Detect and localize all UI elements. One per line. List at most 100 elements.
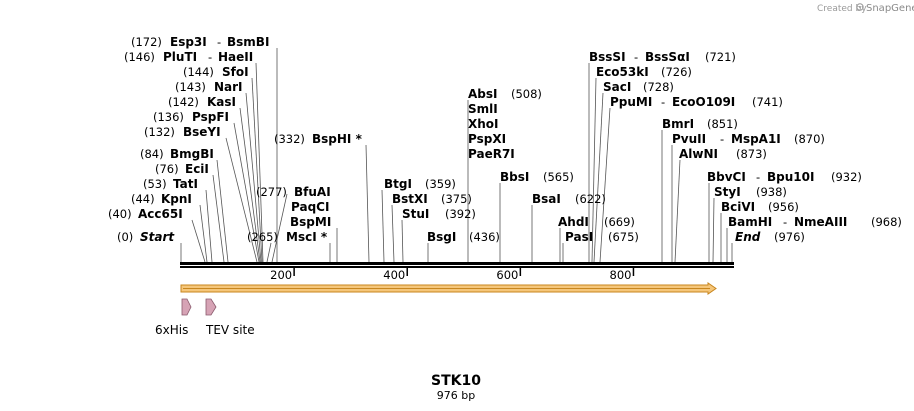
site-nari[interactable]: (143) NarI xyxy=(175,80,243,94)
site-bsphi-pos: (332) xyxy=(274,132,305,146)
site-kasi[interactable]: (142) KasI xyxy=(168,95,236,109)
site-bamhi-pos: (968) xyxy=(871,215,902,229)
site-pvuii[interactable]: PvuII - MspA1I (870) xyxy=(672,132,825,146)
site-bsphi[interactable]: (332) BspHI * xyxy=(274,132,363,146)
site-eco53ki[interactable]: Eco53kI (726) xyxy=(596,65,692,79)
site-xhoi-name[interactable]: XhoI xyxy=(468,117,499,131)
site-bfuai[interactable]: (277) BfuAI xyxy=(256,185,331,199)
site-bsgi-pos: (436) xyxy=(469,230,500,244)
site-bspmi-name[interactable]: BspMI xyxy=(290,215,331,229)
site-pasi-name: PasI xyxy=(565,230,593,244)
site-end-name: End xyxy=(735,230,761,244)
site-pvuii-pos: (870) xyxy=(794,132,825,146)
site-msci[interactable]: (265) MscI * xyxy=(247,230,328,244)
site-bsai[interactable]: BsaI (622) xyxy=(532,192,606,206)
leader-stui xyxy=(401,219,404,263)
site-bseyi-pos: (132) xyxy=(144,125,175,139)
site-bsgi[interactable]: BsgI (436) xyxy=(427,230,500,244)
site-absi[interactable]: AbsI (508) xyxy=(468,87,542,101)
leader-bsphi xyxy=(365,144,370,263)
site-bsssi-sep: - xyxy=(634,50,638,64)
site-sfoi[interactable]: (144) SfoI xyxy=(183,65,249,79)
site-btgi[interactable]: BtgI (359) xyxy=(384,177,456,191)
site-bstxi-name: BstXI xyxy=(392,192,428,206)
site-bmgbi-pos: (84) xyxy=(140,147,164,161)
site-start-pos: (0) xyxy=(117,230,133,244)
ruler-tick: 800 xyxy=(610,268,635,282)
site-pspfi[interactable]: (136) PspFI xyxy=(153,110,229,124)
site-bstxi[interactable]: BstXI (375) xyxy=(392,192,472,206)
site-bmgbi[interactable]: (84) BmgBI xyxy=(140,147,214,161)
site-ahdi-pos: (669) xyxy=(604,215,635,229)
site-pspxi-name[interactable]: PspXI xyxy=(468,132,506,146)
site-stui-pos: (392) xyxy=(445,207,476,221)
site-paqci-name[interactable]: PaqCI xyxy=(291,200,329,214)
site-styi[interactable]: StyI (938) xyxy=(714,185,787,199)
site-paer7i-name[interactable]: PaeR7I xyxy=(468,147,515,161)
site-bsssi[interactable]: BssSI - BssSαI (721) xyxy=(589,50,736,64)
svg-text:800: 800 xyxy=(610,268,632,282)
site-pvuii-sep: - xyxy=(720,132,724,146)
site-bamhi[interactable]: BamHI - NmeAIII (968) xyxy=(728,215,902,229)
leader-ecii xyxy=(212,174,225,263)
leader-bseyi xyxy=(225,137,258,263)
leader-bstxi xyxy=(391,204,395,263)
site-kpni[interactable]: (44) KpnI xyxy=(131,192,192,206)
map-length: 976 bp xyxy=(437,389,475,402)
ruler-ticks: 200 400 600 800 xyxy=(270,268,635,282)
site-btgi-name: BtgI xyxy=(384,177,412,191)
feature-tev-site[interactable]: TEV site xyxy=(205,298,255,337)
site-bbsi-name: BbsI xyxy=(500,170,529,184)
site-plutii[interactable]: (146) PluTI - HaeII xyxy=(124,50,253,64)
site-kpni-name: KpnI xyxy=(161,192,192,206)
site-plutii-pos: (146) xyxy=(124,50,155,64)
svg-text:400: 400 xyxy=(383,268,405,282)
leader-bmgbi xyxy=(216,159,229,263)
snapgene-logo-icon xyxy=(856,3,864,11)
site-bcivi-name: BciVI xyxy=(721,200,755,214)
site-acc65i[interactable]: (40) Acc65I xyxy=(108,207,183,221)
dna-backbone[interactable] xyxy=(180,262,734,268)
feature-6xhis-label: 6xHis xyxy=(155,323,188,337)
site-pasi[interactable]: PasI (675) xyxy=(565,230,639,244)
site-saci-pos: (728) xyxy=(643,80,674,94)
site-start-name: Start xyxy=(140,230,175,244)
orf-arrow[interactable] xyxy=(180,282,717,295)
site-bbsi[interactable]: BbsI (565) xyxy=(500,170,574,184)
leader-acc65i xyxy=(191,219,206,263)
site-bseyi[interactable]: (132) BseYI xyxy=(144,125,221,139)
site-smli-name[interactable]: SmlI xyxy=(468,102,498,116)
leader-eco53ki xyxy=(591,77,597,263)
feature-6xhis[interactable]: 6xHis xyxy=(155,298,192,337)
site-sfoi-name: SfoI xyxy=(222,65,249,79)
site-kasi-name: KasI xyxy=(207,95,236,109)
site-bbvci[interactable]: BbvCI - Bpu10I (932) xyxy=(707,170,862,184)
site-bmgbi-name: BmgBI xyxy=(170,147,214,161)
leader-bfuai xyxy=(271,193,288,263)
leader-nari xyxy=(245,92,262,263)
site-ahdi[interactable]: AhdI (669) xyxy=(558,215,635,229)
site-bsssi-pos: (721) xyxy=(705,50,736,64)
site-end[interactable]: End (976) xyxy=(735,230,805,244)
site-stui[interactable]: StuI (392) xyxy=(402,207,476,221)
site-tati-name: TatI xyxy=(173,177,198,191)
leader-btgi xyxy=(381,189,385,263)
site-esp3i[interactable]: (172) Esp3I - BsmBI xyxy=(131,35,269,49)
site-plutii-name2: HaeII xyxy=(218,50,253,64)
svg-text:200: 200 xyxy=(270,268,292,282)
site-saci[interactable]: SacI (728) xyxy=(603,80,674,94)
site-bbvci-sep: - xyxy=(756,170,760,184)
leader-plutii xyxy=(255,62,264,263)
site-eco53ki-pos: (726) xyxy=(661,65,692,79)
site-tati[interactable]: (53) TatI xyxy=(143,177,198,191)
ruler-tick: 400 xyxy=(383,268,408,282)
site-bcivi[interactable]: BciVI (956) xyxy=(721,200,799,214)
site-ppumi[interactable]: PpuMI - EcoO109I (741) xyxy=(610,95,783,109)
site-start[interactable]: (0) Start xyxy=(117,230,175,244)
site-bmri[interactable]: BmrI (851) xyxy=(662,117,738,131)
site-bbvci-name2: Bpu10I xyxy=(767,170,814,184)
site-alwni[interactable]: AlwNI (873) xyxy=(679,147,767,161)
site-ecii[interactable]: (76) EciI xyxy=(155,162,209,176)
site-styi-pos: (938) xyxy=(756,185,787,199)
site-ahdi-name: AhdI xyxy=(558,215,589,229)
